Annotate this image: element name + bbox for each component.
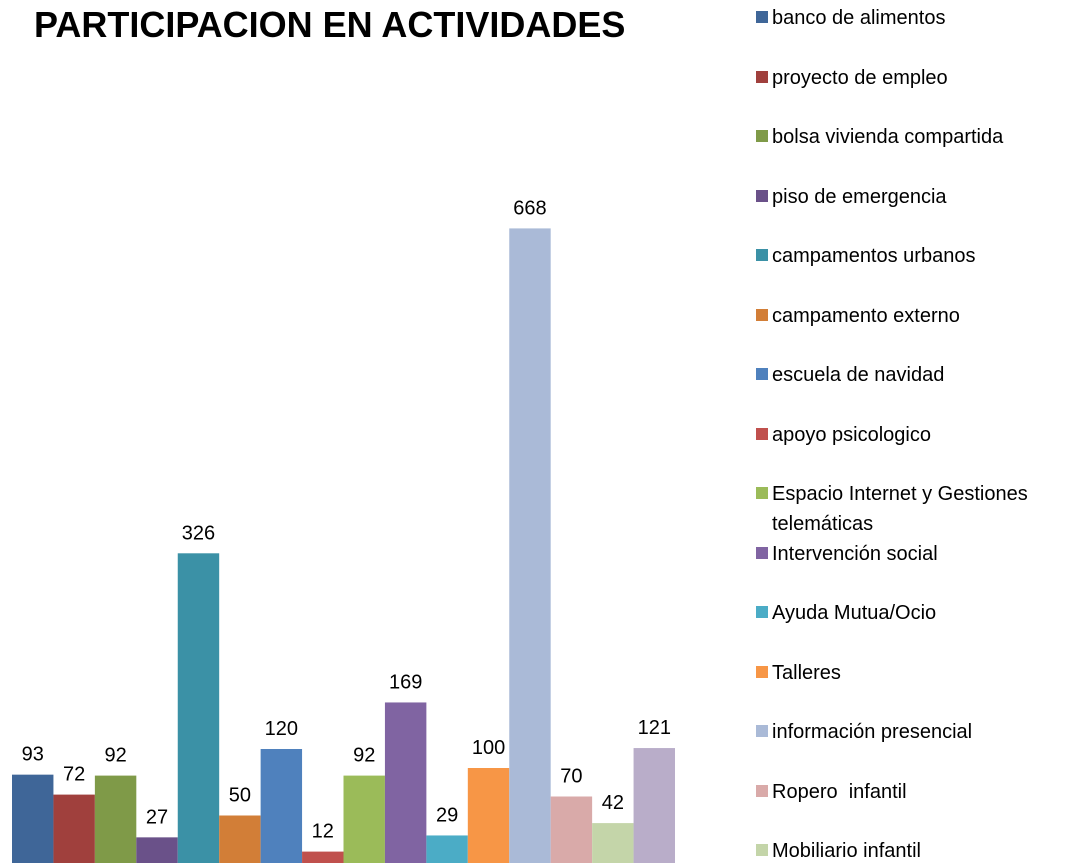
bar	[94, 775, 137, 863]
legend-label: Ayuda Mutua/Ocio	[772, 602, 937, 624]
legend-label: Espacio Internet y Gestiones telemáticas	[772, 483, 1034, 535]
legend-swatch	[756, 487, 768, 499]
legend-label: banco de alimentos	[772, 7, 946, 29]
bar	[592, 823, 634, 863]
data-label: 72	[63, 764, 85, 786]
legend-entry: apoyo psicologico	[756, 420, 1076, 450]
bar	[302, 851, 344, 863]
data-label: 121	[638, 717, 671, 739]
legend-swatch	[756, 189, 768, 202]
legend-entry: campamentos urbanos	[756, 241, 1076, 271]
bar	[550, 796, 593, 863]
legend-swatch	[756, 308, 768, 321]
legend-label: campamentos urbanos	[772, 245, 976, 267]
legend-entry: Ropero infantil	[756, 777, 1076, 807]
bar	[467, 768, 510, 863]
legend-entry: información presencial	[756, 717, 1076, 747]
legend-label: escuela de navidad	[772, 364, 945, 386]
legend-swatch	[756, 546, 768, 559]
chart: 93 72 92 27 326 50 120 12 92 169 29 100 668 70 42 121	[12, 197, 675, 863]
data-label: 326	[182, 522, 215, 544]
data-label: 169	[389, 671, 422, 693]
bar	[509, 228, 551, 863]
data-label: 29	[436, 804, 458, 826]
legend-label: Intervención social	[772, 542, 938, 565]
data-label: 70	[560, 766, 582, 788]
legend-label: campamento externo	[772, 304, 960, 327]
data-label: 120	[265, 718, 298, 740]
legend-swatch	[756, 368, 768, 380]
bar	[426, 835, 468, 863]
chart-title: PARTICIPACION EN ACTIVIDADES	[34, 4, 626, 45]
bar	[177, 553, 220, 863]
bar	[136, 837, 178, 863]
legend-entry: escuela de navidad	[756, 360, 1076, 390]
legend-entry: Mobiliario infantil	[756, 836, 1076, 866]
bar	[12, 774, 54, 863]
bar	[633, 748, 675, 863]
legend-swatch	[756, 725, 768, 737]
data-label: 92	[104, 745, 126, 767]
legend-entry: Talleres	[756, 658, 1076, 688]
legend-swatch	[756, 11, 768, 23]
legend-swatch	[756, 844, 768, 856]
legend-swatch	[756, 606, 768, 618]
data-label: 50	[229, 785, 251, 807]
data-label: 27	[146, 806, 168, 828]
legend-swatch	[756, 665, 768, 678]
legend-entry: banco de alimentos	[756, 3, 1076, 33]
legend-label: piso de emergencia	[772, 185, 947, 208]
bar	[343, 775, 385, 863]
legend-label: Mobiliario infantil	[772, 840, 921, 862]
data-label: 93	[22, 744, 44, 766]
bar	[260, 749, 303, 863]
legend-label: proyecto de empleo	[772, 66, 948, 89]
legend-label: Talleres	[772, 661, 841, 684]
legend-label: apoyo psicologico	[772, 423, 931, 446]
data-label: 100	[472, 737, 505, 759]
legend-entry: proyecto de empleo	[756, 63, 1076, 93]
data-label: 92	[353, 745, 375, 767]
bar	[384, 702, 427, 863]
legend-entry: Espacio Internet y Gestiones telemáticas	[756, 479, 1076, 539]
legend-swatch	[756, 130, 768, 142]
data-label: 668	[513, 197, 546, 219]
bar	[53, 794, 95, 863]
legend-swatch	[756, 249, 768, 261]
legend-swatch	[756, 784, 768, 797]
legend-entry: bolsa vivienda compartida	[756, 122, 1076, 152]
data-label: 42	[602, 792, 624, 814]
legend-swatch	[756, 70, 768, 83]
legend-label: Ropero infantil	[772, 780, 907, 803]
legend-entry: Ayuda Mutua/Ocio	[756, 598, 1076, 628]
data-label: 12	[312, 821, 334, 843]
legend-swatch	[756, 427, 768, 440]
legend-entry: Intervención social	[756, 539, 1076, 569]
legend-entry: piso de emergencia	[756, 182, 1076, 212]
legend-entry: campamento externo	[756, 301, 1076, 331]
legend-label: bolsa vivienda compartida	[772, 126, 1004, 148]
bar	[219, 815, 261, 863]
legend-label: información presencial	[772, 721, 973, 743]
